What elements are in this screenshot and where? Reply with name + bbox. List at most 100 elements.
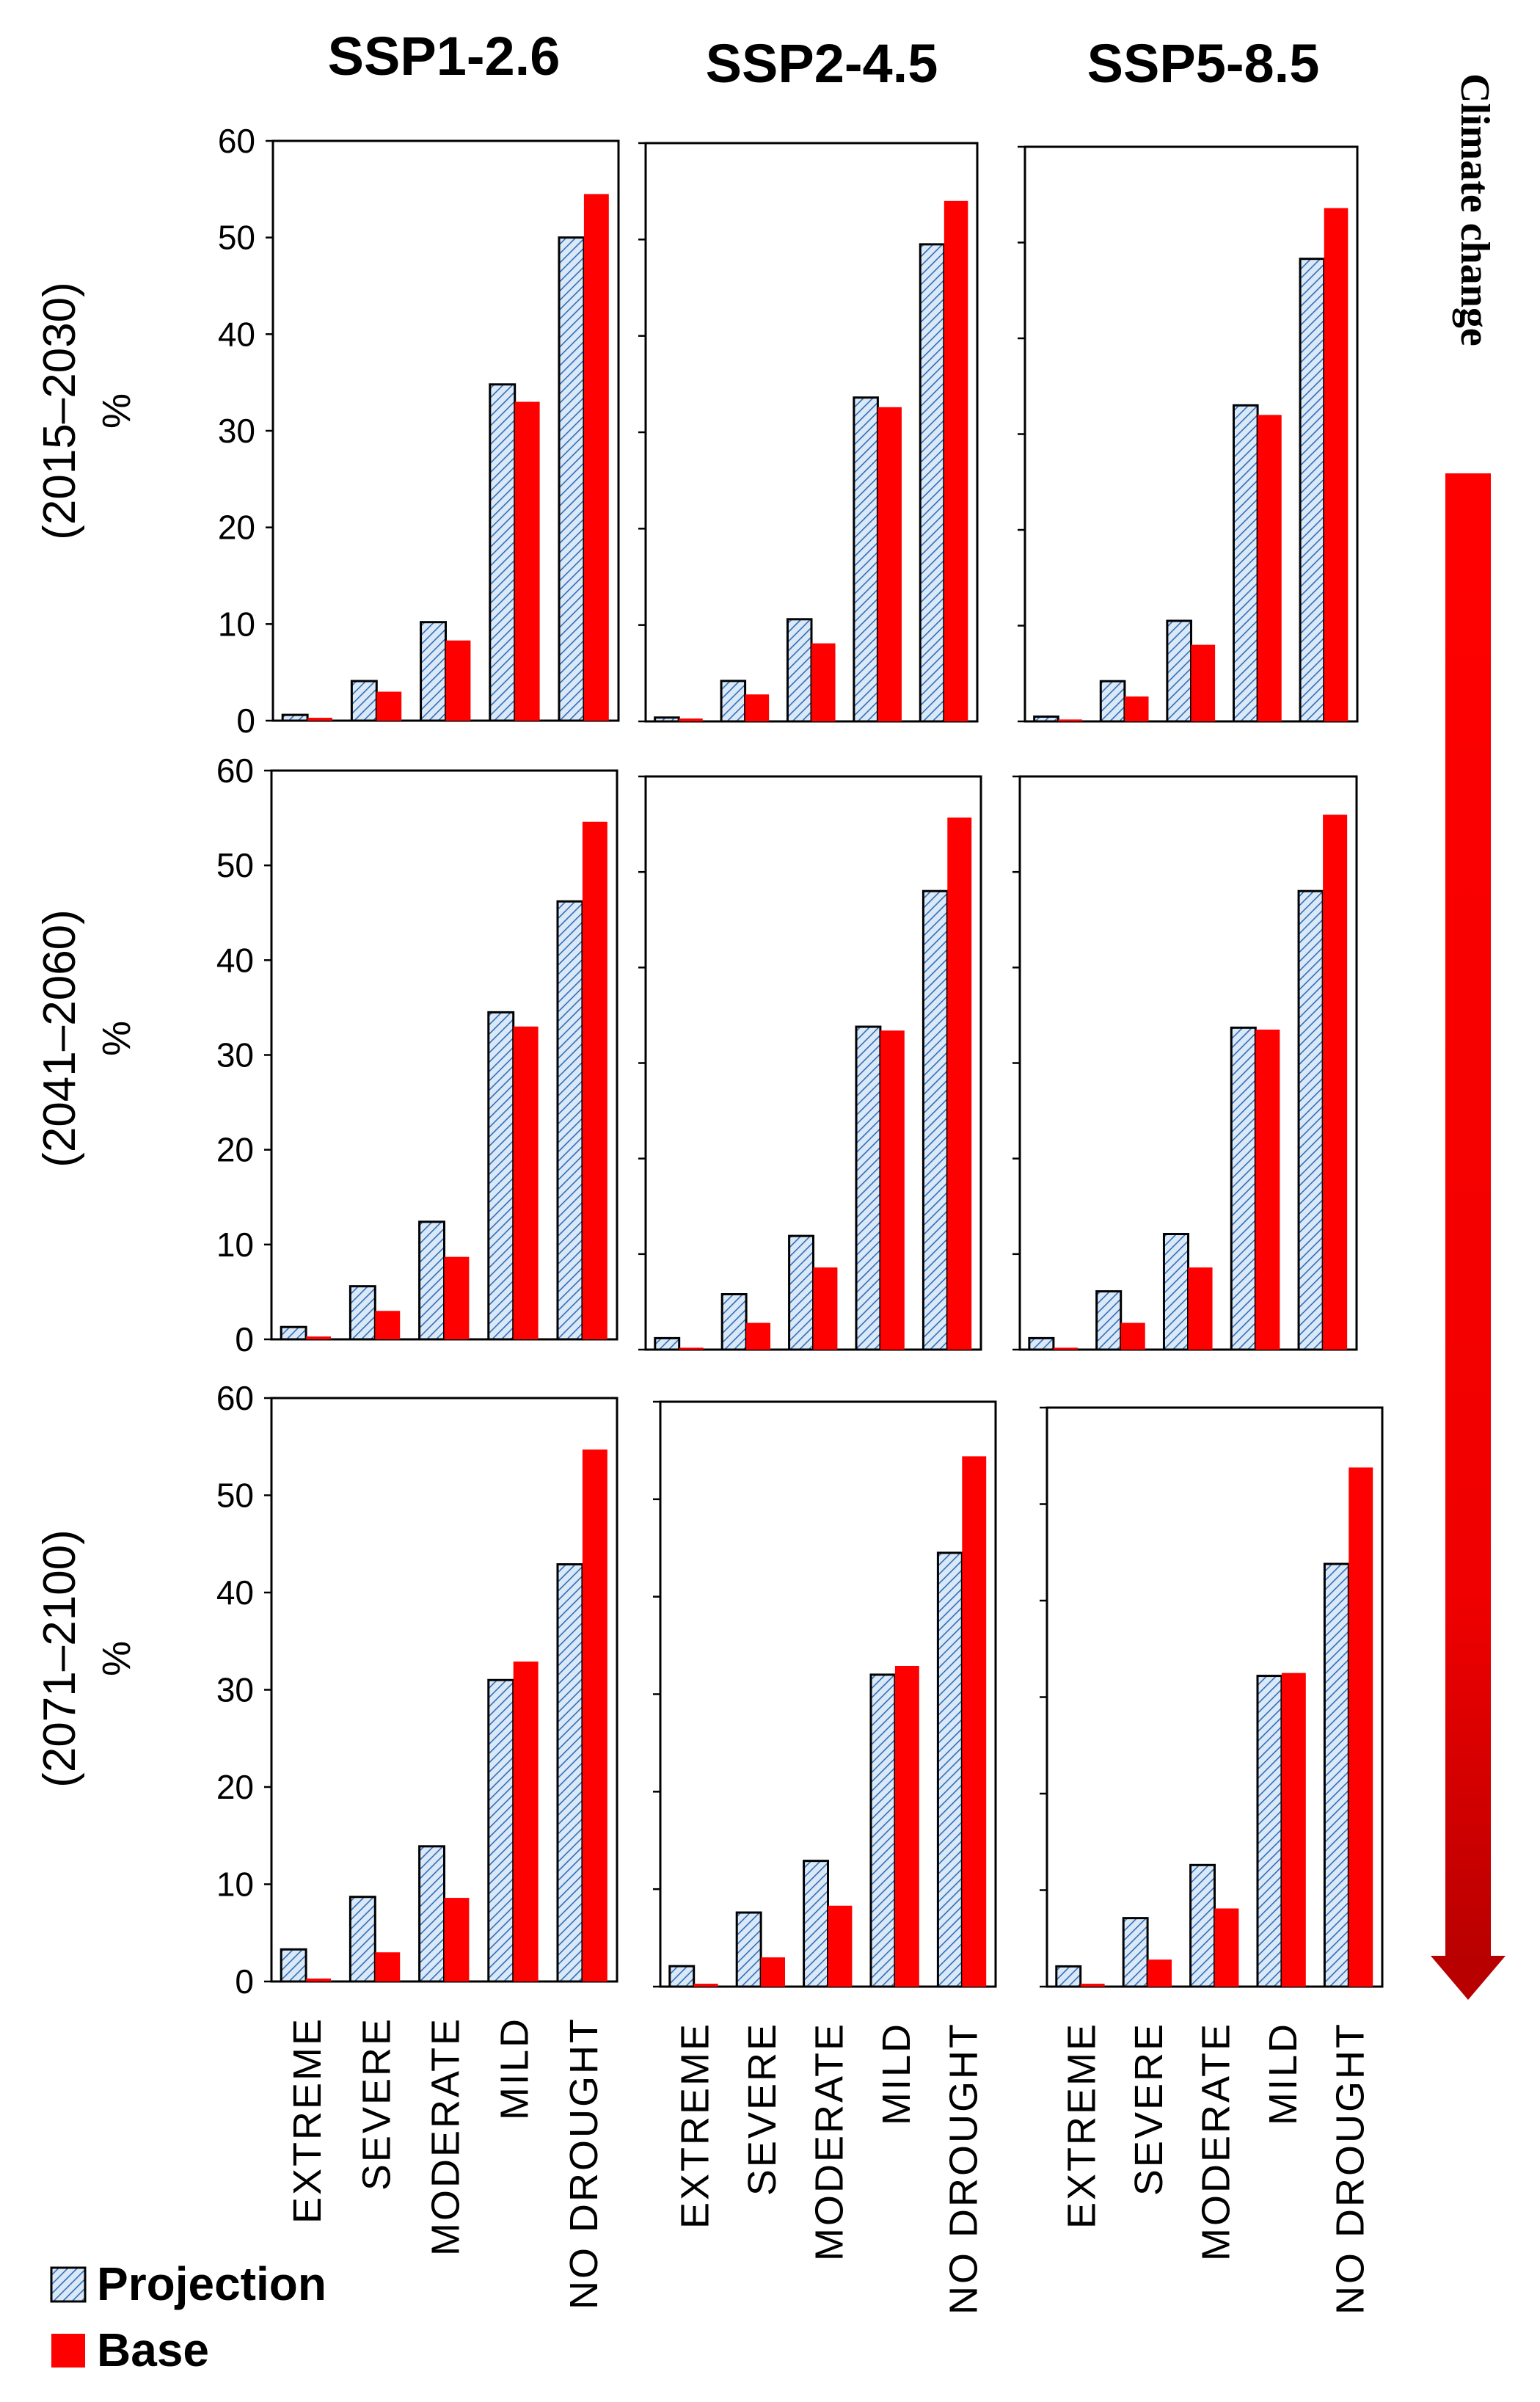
base-bar: [1324, 208, 1349, 721]
base-bar: [445, 640, 471, 721]
base-bar: [1191, 644, 1216, 721]
base-bar: [1255, 1029, 1280, 1350]
period-label: (2015–2030): [34, 282, 85, 540]
y-tick-label: 40: [218, 315, 255, 353]
base-bar: [828, 1905, 853, 1987]
y-tick-label: 20: [216, 1768, 254, 1806]
base-bar: [1281, 1673, 1306, 1987]
base-bar: [1080, 1984, 1105, 1987]
base-bar: [582, 821, 607, 1339]
category-label: EXTREME: [1060, 2022, 1104, 2229]
projection-bar: [1099, 680, 1126, 723]
category-label: MODERATE: [424, 2017, 468, 2256]
projection-bar: [654, 1336, 681, 1351]
chart-panel: 0 10 20 30 40 50 60: [218, 122, 620, 740]
y-tick-label: 10: [216, 1226, 254, 1264]
base-bar: [811, 643, 836, 721]
base-bar: [1120, 1322, 1145, 1350]
y-tick-label: 60: [216, 1379, 254, 1417]
projection-bar: [1297, 889, 1324, 1351]
period-label: (2041–2060): [34, 909, 85, 1168]
period-label: (2071–2100): [34, 1529, 85, 1788]
base-bar: [1349, 1467, 1373, 1987]
y-tick-label: 50: [216, 846, 254, 884]
projection-bar: [803, 1860, 829, 1988]
category-label: EXTREME: [674, 2022, 718, 2229]
category-label: MODERATE: [1194, 2022, 1238, 2261]
base-bar: [376, 691, 402, 721]
projection-bar: [1028, 1336, 1055, 1351]
projection-bar: [558, 236, 585, 722]
projection-bar: [1323, 1562, 1350, 1988]
y-tick-label: 0: [235, 1962, 254, 2001]
legend-label-base: Base: [97, 2323, 209, 2376]
category-label: NO DROUGHT: [1328, 2022, 1372, 2315]
chart-panel: 0 10 20 30 40 50 60: [216, 1379, 618, 2001]
y-tick-label: 0: [236, 702, 255, 740]
projection-bar: [1122, 1917, 1149, 1988]
category-label: NO DROUGHT: [562, 2017, 606, 2310]
projection-bar: [489, 383, 517, 722]
projection-bar: [668, 1965, 696, 1988]
chart-panel: 0 10 20 30 40 50 60: [216, 751, 618, 1358]
category-label: MILD: [493, 2017, 537, 2120]
y-tick-label: 30: [218, 412, 255, 450]
projection-bar: [487, 1011, 515, 1341]
legend-label-projection: Projection: [97, 2257, 326, 2310]
projection-bar: [855, 1025, 882, 1351]
y-tick-label: 20: [218, 509, 255, 547]
y-tick-label: 30: [216, 1671, 254, 1709]
base-bar: [894, 1665, 919, 1987]
y-tick-label: 60: [216, 751, 254, 790]
projection-bar: [280, 1325, 307, 1341]
category-label: SEVERE: [1127, 2022, 1171, 2196]
y-axis-label: %: [95, 1021, 139, 1056]
base-bar: [746, 1322, 771, 1350]
base-bar: [306, 1336, 332, 1339]
projection-bar: [936, 1551, 963, 1988]
base-bar: [1053, 1347, 1078, 1350]
projection-bar: [1299, 258, 1326, 723]
y-axis-label: %: [95, 1641, 139, 1676]
climate-change-arrow: Climate change: [1431, 73, 1506, 2000]
projection-bar: [487, 1678, 515, 1983]
row-label: (2071–2100): [34, 1529, 85, 1788]
projection-bar: [720, 1293, 748, 1351]
y-tick-label: 10: [216, 1866, 254, 1904]
projection-bar: [720, 680, 747, 723]
base-bar: [1323, 815, 1348, 1350]
projection-bar: [420, 621, 448, 722]
projection-bar: [853, 396, 879, 723]
chart-panel: [653, 1400, 997, 1988]
arrow-shaft: [1445, 473, 1491, 1967]
projection-bar: [869, 1673, 897, 1988]
category-label: SEVERE: [740, 2022, 784, 2196]
y-tick-label: 20: [216, 1131, 254, 1169]
projection-bar: [1232, 404, 1259, 723]
projection-bar: [418, 1220, 446, 1341]
y-axis-label: %: [95, 393, 139, 429]
percent-label: %: [95, 393, 139, 429]
y-tick-label: 40: [216, 1573, 254, 1612]
base-bar: [444, 1256, 470, 1339]
y-tick-label: 10: [218, 605, 255, 643]
projection-bar: [654, 716, 680, 723]
base-bar: [693, 1984, 718, 1987]
base-bar: [375, 1952, 401, 1981]
scenario-header: SSP5-8.5: [1087, 33, 1320, 94]
projection-bar: [280, 1948, 307, 1983]
projection-bar: [1230, 1026, 1257, 1351]
base-bar: [582, 1449, 607, 1981]
scenario-header: SSP2-4.5: [706, 33, 938, 94]
y-tick-label: 0: [235, 1320, 254, 1358]
projection-bar: [556, 1563, 584, 1983]
chart-panel: [1012, 775, 1358, 1351]
base-bar: [745, 694, 770, 721]
base-bar: [1124, 696, 1149, 721]
base-bar: [761, 1957, 786, 1987]
y-tick-label: 50: [218, 219, 255, 257]
chart-panel: [638, 775, 982, 1351]
y-tick-label: 50: [216, 1477, 254, 1515]
y-tick-label: 60: [218, 122, 255, 160]
